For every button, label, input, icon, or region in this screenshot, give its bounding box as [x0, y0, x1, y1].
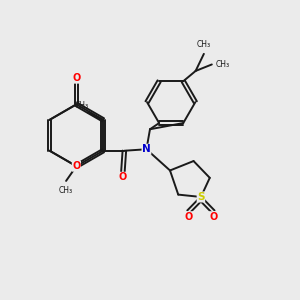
- Text: CH₃: CH₃: [215, 60, 230, 69]
- Text: CH₃: CH₃: [197, 40, 211, 50]
- Text: N: N: [142, 144, 151, 154]
- Text: O: O: [72, 161, 80, 171]
- Text: O: O: [119, 172, 127, 182]
- Text: CH₃: CH₃: [74, 100, 88, 109]
- Text: O: O: [184, 212, 193, 222]
- Text: CH₃: CH₃: [59, 186, 73, 195]
- Text: O: O: [72, 73, 80, 83]
- Text: S: S: [197, 192, 205, 202]
- Text: O: O: [209, 212, 218, 222]
